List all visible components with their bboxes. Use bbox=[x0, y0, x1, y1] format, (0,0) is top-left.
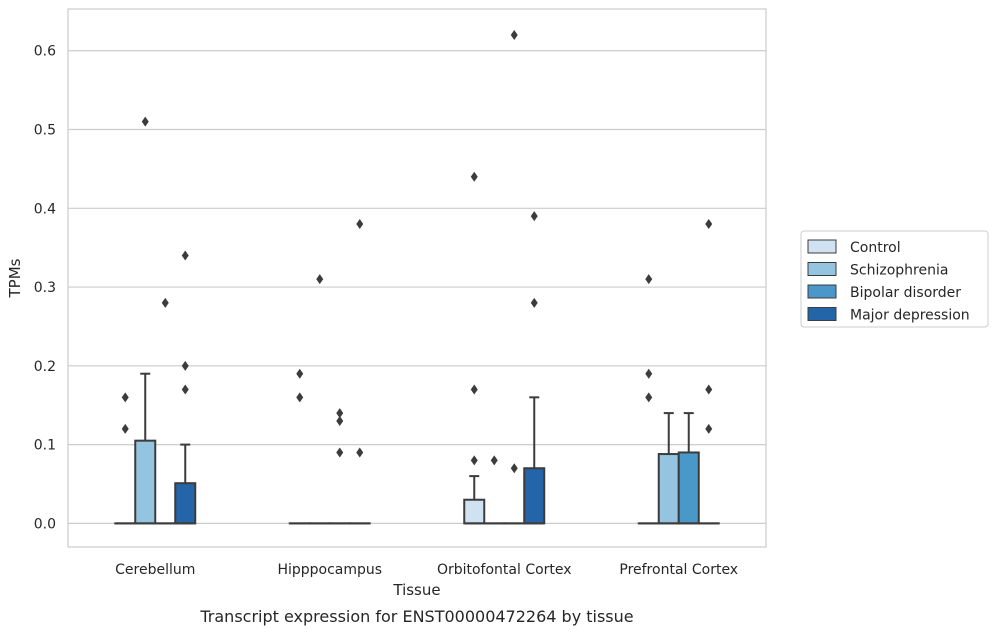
flier-point bbox=[470, 455, 478, 466]
y-tick-label: 0.0 bbox=[34, 516, 56, 532]
flier-point bbox=[470, 171, 478, 182]
flier-point bbox=[296, 392, 304, 403]
x-tick-label: Prefrontal Cortex bbox=[619, 562, 738, 578]
box-group bbox=[463, 171, 486, 525]
flier-point bbox=[161, 297, 169, 308]
flier-point bbox=[181, 250, 189, 261]
flier-point bbox=[510, 29, 518, 40]
flier-point bbox=[645, 274, 653, 285]
flier-point bbox=[316, 274, 324, 285]
legend-swatch bbox=[807, 307, 837, 321]
legend-swatch bbox=[807, 262, 837, 276]
x-tick-label: Cerebellum bbox=[115, 562, 195, 578]
y-tick-label: 0.1 bbox=[34, 438, 56, 454]
box-group bbox=[697, 219, 720, 525]
box-series bbox=[114, 29, 720, 525]
box-group bbox=[308, 274, 331, 525]
box bbox=[174, 482, 197, 525]
flier-point bbox=[356, 219, 364, 230]
box-group bbox=[328, 408, 351, 525]
x-tick-label: Orbitofontal Cortex bbox=[437, 562, 572, 578]
x-axis-tick-labels: Cerebellum Hipppocampus Orbitofontal Corte… bbox=[115, 562, 738, 578]
figure-caption: Transcript expression for ENST0000047226… bbox=[199, 607, 633, 626]
legend-frame bbox=[800, 230, 989, 328]
flier-point bbox=[141, 116, 149, 127]
box bbox=[523, 467, 546, 525]
flier-point bbox=[336, 415, 344, 426]
flier-point bbox=[356, 447, 364, 458]
y-tick-label: 0.3 bbox=[34, 280, 56, 296]
legend: Control Schizophrenia Bipolar disorder Majo… bbox=[800, 230, 989, 328]
legend-label: Schizophrenia bbox=[850, 263, 948, 279]
flier-point bbox=[470, 384, 478, 395]
flier-point bbox=[181, 384, 189, 395]
y-tick-label: 0.2 bbox=[34, 359, 56, 375]
y-tick-label: 0.6 bbox=[34, 44, 56, 60]
box bbox=[677, 451, 700, 525]
box-group bbox=[174, 250, 197, 525]
flier-point bbox=[121, 423, 129, 434]
legend-label: Control bbox=[850, 240, 901, 256]
flier-point bbox=[336, 447, 344, 458]
legend-label: Major depression bbox=[850, 308, 970, 324]
legend-swatch bbox=[807, 239, 837, 254]
flier-point bbox=[490, 455, 498, 466]
box-group bbox=[348, 219, 371, 525]
box bbox=[134, 439, 157, 525]
plot-frame bbox=[67, 8, 767, 548]
box-group bbox=[134, 116, 157, 525]
flier-point bbox=[121, 392, 129, 403]
plot-area bbox=[67, 8, 767, 548]
flier-point bbox=[705, 219, 713, 230]
x-tick-label: Hipppocampus bbox=[277, 562, 382, 578]
legend-label: Bipolar disorder bbox=[850, 285, 961, 301]
legend-swatch bbox=[807, 284, 837, 299]
flier-point bbox=[705, 423, 713, 434]
flier-point bbox=[645, 368, 653, 379]
y-axis-tick-labels: 0.0 0.1 0.2 0.3 0.4 0.5 0.6 bbox=[34, 44, 56, 533]
y-axis-label: TPMs bbox=[6, 258, 24, 298]
flier-point bbox=[705, 384, 713, 395]
flier-point bbox=[181, 360, 189, 371]
flier-point bbox=[336, 408, 344, 419]
flier-point bbox=[530, 211, 538, 222]
y-tick-label: 0.5 bbox=[34, 123, 56, 139]
flier-point bbox=[296, 368, 304, 379]
flier-point bbox=[530, 297, 538, 308]
box bbox=[657, 453, 680, 525]
flier-point bbox=[645, 392, 653, 403]
y-tick-label: 0.4 bbox=[34, 201, 56, 217]
box bbox=[463, 498, 486, 525]
box-group bbox=[677, 412, 700, 525]
x-axis-label: Tissue bbox=[392, 581, 440, 599]
box-group bbox=[523, 211, 546, 525]
flier-point bbox=[510, 463, 518, 474]
